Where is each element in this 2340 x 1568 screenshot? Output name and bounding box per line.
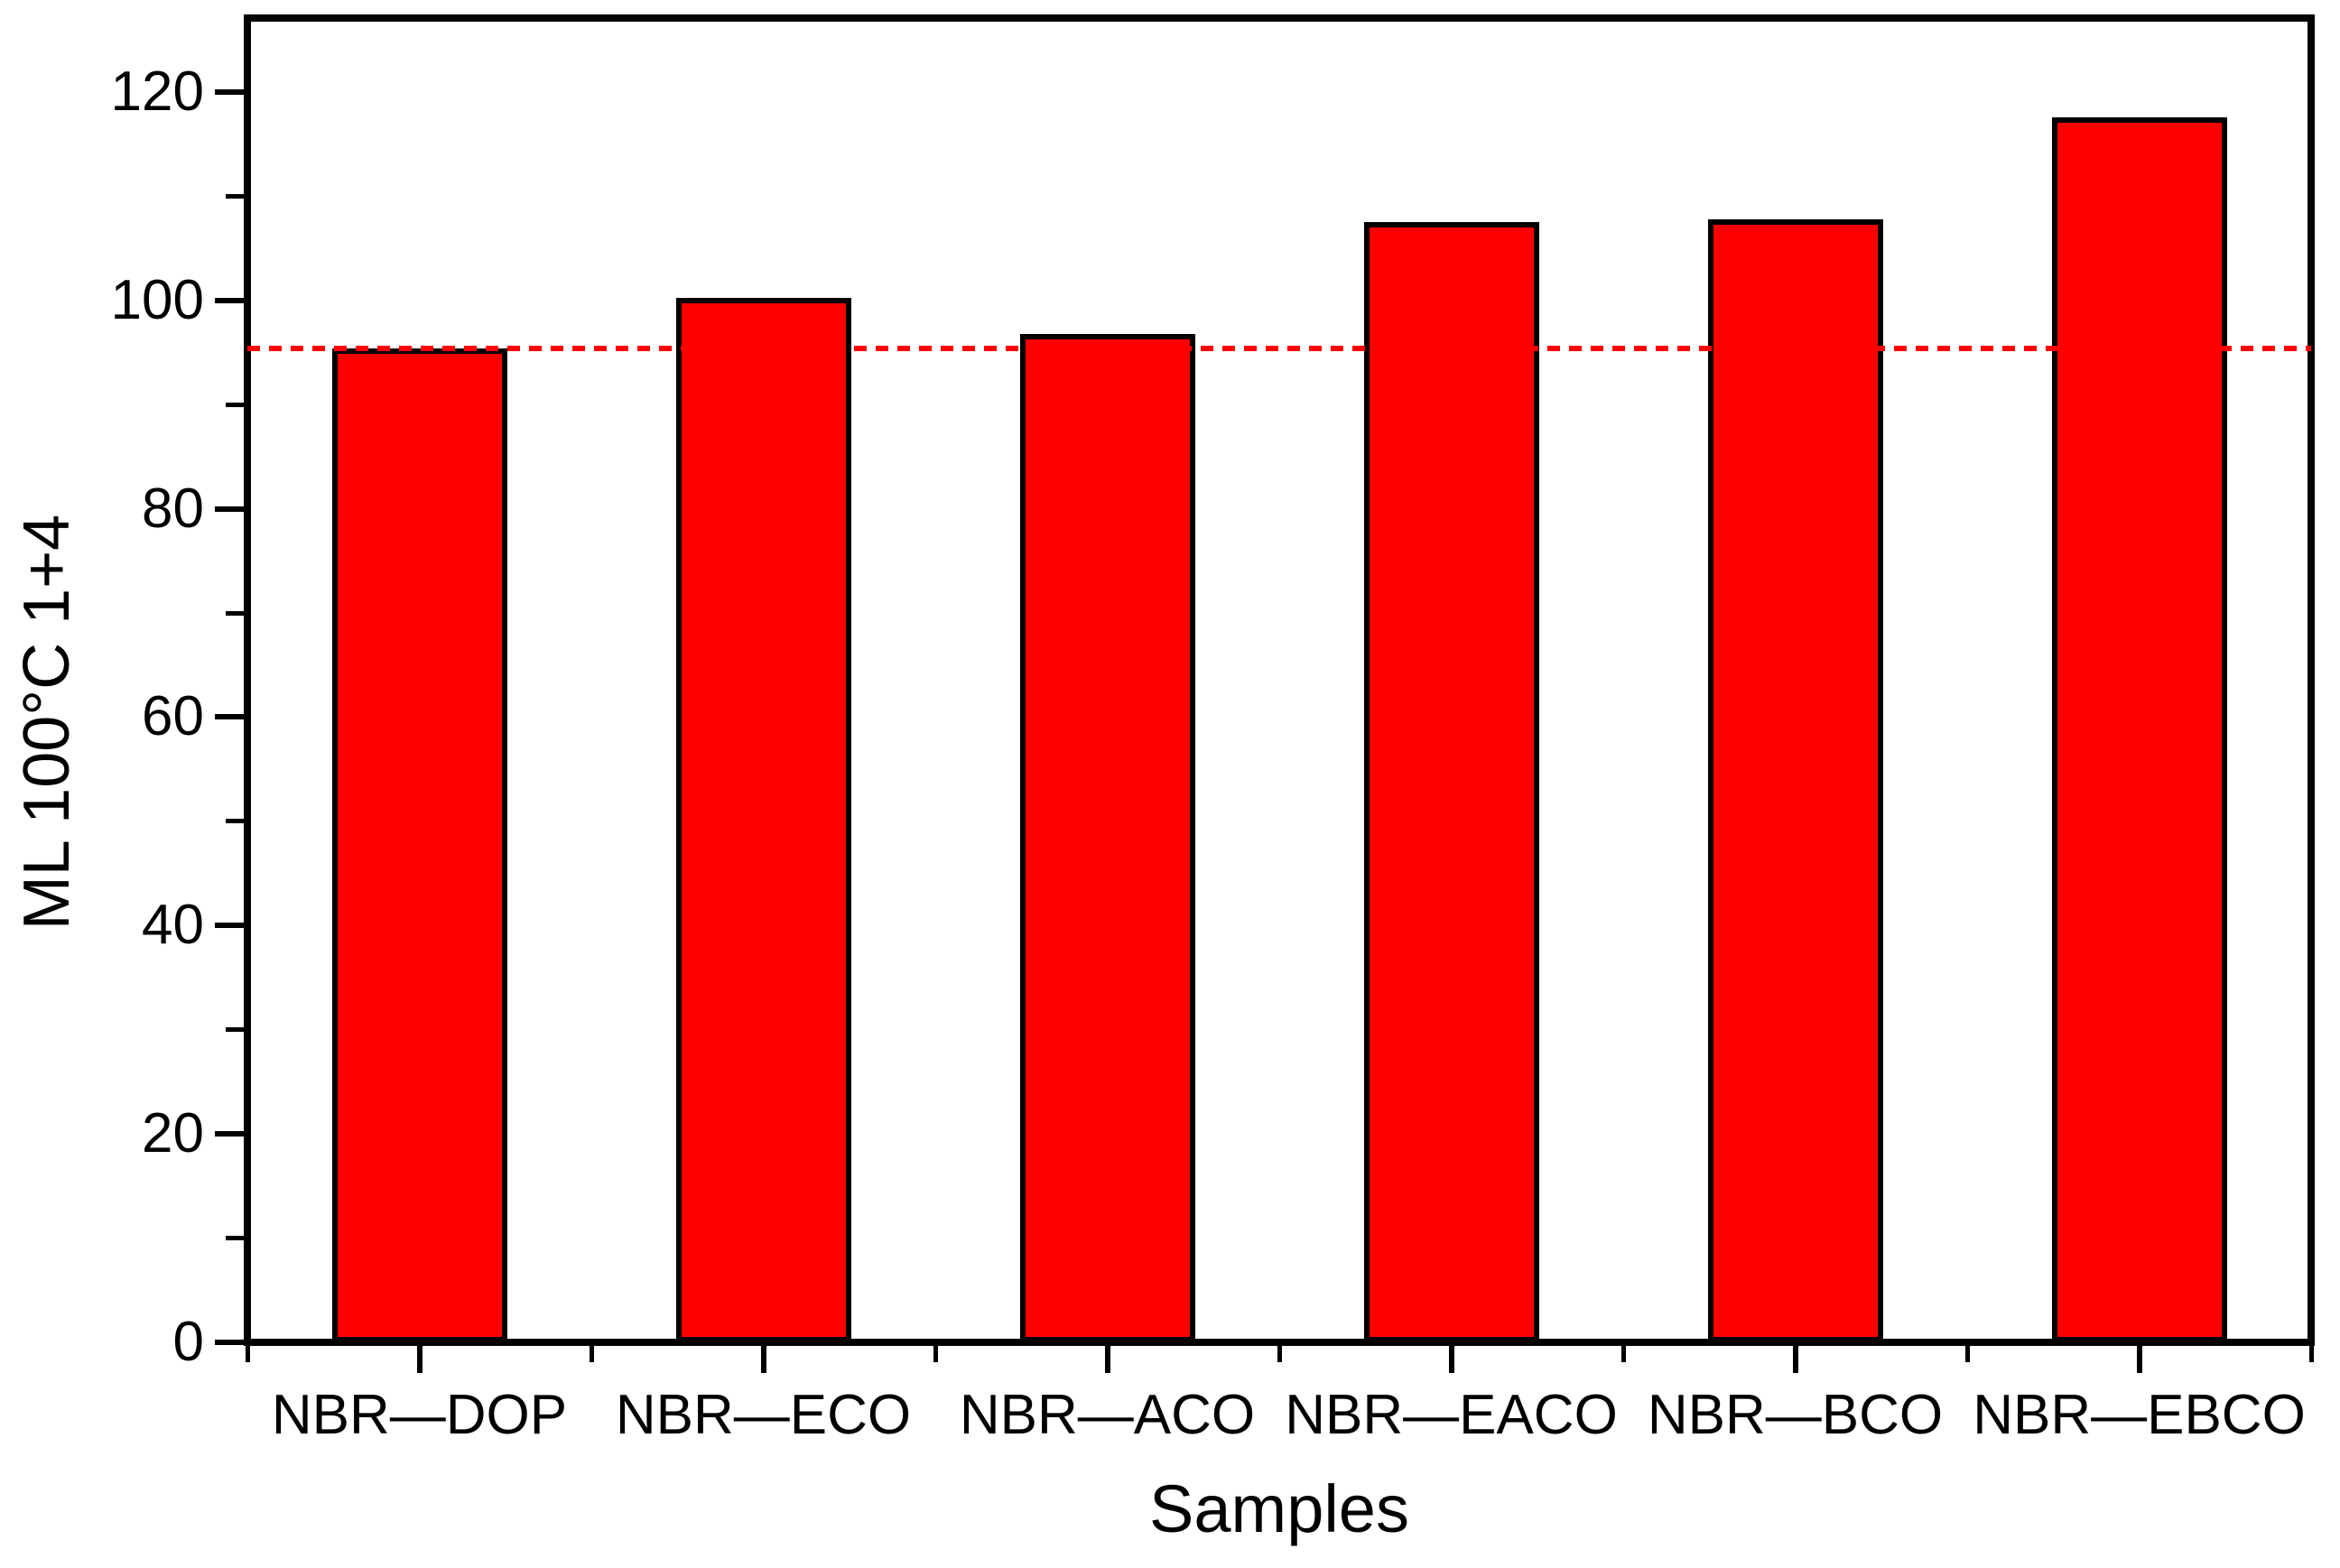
y-major-tick [215,506,244,512]
x-minor-tick [933,1346,938,1362]
bar [2051,116,2227,1342]
x-major-tick [2136,1346,2142,1373]
y-axis-title: ML 100°C 1+4 [11,514,83,931]
y-tick-label: 20 [142,1102,204,1165]
y-major-tick [215,923,244,929]
y-major-tick [215,1340,244,1345]
bar [331,348,507,1342]
y-minor-tick [226,193,244,199]
x-minor-tick [1964,1346,1970,1362]
x-major-tick [1448,1346,1454,1373]
y-tick-label: 60 [142,685,204,748]
bar [1363,222,1539,1342]
x-minor-tick [245,1346,250,1362]
x-major-tick [1104,1346,1110,1373]
y-tick-label: 80 [142,477,204,540]
x-minor-tick [1277,1346,1282,1362]
x-minor-tick [589,1346,594,1362]
y-minor-tick [226,1027,244,1033]
y-tick-label: 120 [110,60,204,123]
y-tick-label: 100 [110,268,204,331]
y-major-tick [215,297,244,303]
x-tick-label: NBR—BCO [1647,1384,1944,1446]
x-major-tick [760,1346,766,1373]
reference-dashed-line [247,345,2311,351]
y-major-tick [215,88,244,95]
bar [1019,333,1195,1342]
y-major-tick [215,1131,244,1137]
y-major-tick [215,714,244,720]
x-tick-label: NBR—DOP [271,1384,568,1446]
x-major-tick [416,1346,422,1373]
x-minor-tick [2308,1346,2314,1362]
y-minor-tick [226,819,244,824]
y-tick-label: 0 [172,1311,204,1373]
plot-area: 0 20 40 60 80 100 120 NBR—DOP NBR—ECO NBR—ACO NBR—… [111,14,2315,1443]
x-major-tick [1792,1346,1798,1373]
y-minor-tick [226,1236,244,1241]
plot-frame [244,14,2315,1346]
x-tick-label: NBR—EBCO [1973,1384,2306,1446]
x-tick-label: NBR—EACO [1285,1384,1618,1446]
x-tick-label: NBR—ACO [959,1384,1256,1446]
bar [1707,218,1883,1342]
x-tick-label: NBR—ECO [615,1384,912,1446]
y-minor-tick [226,402,244,407]
x-minor-tick [1620,1346,1626,1362]
bar [675,298,851,1342]
y-minor-tick [226,610,244,616]
x-axis-title: Samples [1149,1471,1409,1546]
y-tick-label: 40 [142,894,204,957]
